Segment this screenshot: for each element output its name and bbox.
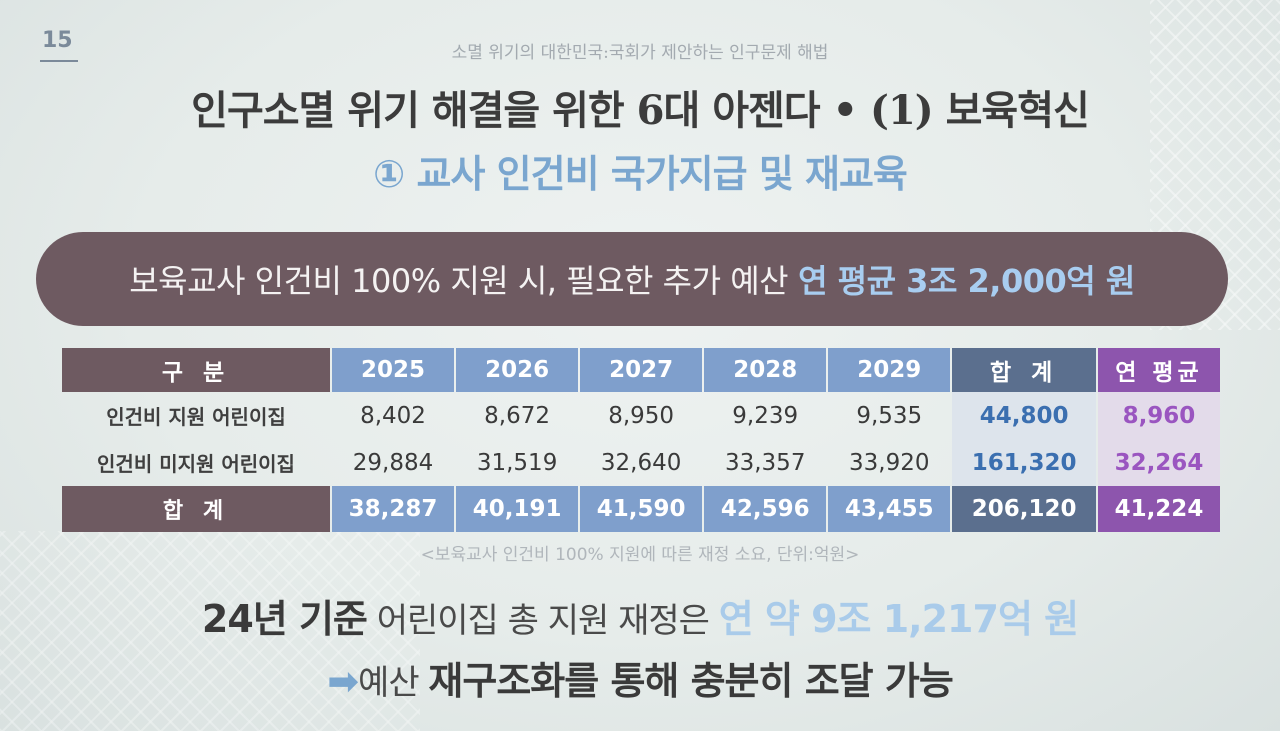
- header-year-2029: 2029: [828, 348, 951, 392]
- table-cell: 9,535: [856, 402, 923, 429]
- total-cell: 42,596: [704, 486, 827, 532]
- table-total-row: 합 계 38,287 40,191 41,590 42,596 43,455 2…: [62, 486, 1220, 532]
- page-number-underline: [40, 60, 78, 62]
- slide-series-subtitle: 소멸 위기의 대한민국:국회가 제안하는 인구문제 해법: [451, 43, 829, 63]
- row-label: 인건비 미지원 어린이집: [97, 452, 295, 476]
- header-year-2025: 2025: [332, 348, 455, 392]
- row-average-cell: 8,960: [1097, 392, 1220, 439]
- total-cell: 43,455: [828, 486, 951, 532]
- header-category: 구 분: [62, 348, 330, 392]
- arrow-right-icon: ➡: [327, 659, 359, 703]
- header-sum: 합 계: [952, 348, 1096, 392]
- banner-text: 보육교사 인건비 100% 지원 시, 필요한 추가 예산: [129, 262, 789, 300]
- conclusion-highlight: 연 약 9조 1,217억 원: [718, 597, 1079, 641]
- table-row: 인건비 미지원 어린이집 29,884 31,519 32,640 33,357…: [62, 439, 1220, 486]
- table-cell: 31,519: [476, 449, 558, 476]
- total-sum-cell: 206,120: [952, 486, 1096, 532]
- total-average-cell: 41,224: [1097, 486, 1220, 532]
- header-year-2027: 2027: [580, 348, 703, 392]
- table-cell: 29,884: [352, 449, 434, 476]
- table-cell: 9,239: [732, 402, 799, 429]
- total-cell: 41,590: [580, 486, 703, 532]
- total-cell: 40,191: [456, 486, 579, 532]
- budget-banner: 보육교사 인건비 100% 지원 시, 필요한 추가 예산 연 평균 3조 2,…: [36, 232, 1228, 326]
- table-cell: 8,402: [360, 402, 426, 429]
- header-year-2028: 2028: [704, 348, 827, 392]
- budget-table: 구 분 2025 2026 2027 2028 2029 합 계 연 평균 인건…: [60, 348, 1222, 532]
- header-average: 연 평균: [1097, 348, 1220, 392]
- total-cell: 38,287: [332, 486, 455, 532]
- banner-highlight: 연 평균 3조 2,000억 원: [798, 262, 1135, 300]
- table-cell: 8,672: [484, 402, 551, 429]
- table-cell: 33,920: [849, 449, 930, 476]
- row-sum-cell: 161,320: [952, 439, 1096, 486]
- page-number: 15: [42, 28, 73, 53]
- header-year-2026: 2026: [456, 348, 579, 392]
- row-sum-cell: 44,800: [952, 392, 1096, 439]
- decorative-pattern-bottom-left: [0, 531, 420, 731]
- slide-title: 인구소멸 위기 해결을 위한 6대 아젠다 • (1) 보육혁신: [191, 87, 1090, 134]
- row-label: 인건비 지원 어린이집: [106, 405, 286, 429]
- conclusion-line-2: ➡예산 재구조화를 통해 충분히 조달 가능: [0, 650, 1280, 705]
- table-cell: 33,357: [724, 449, 806, 476]
- table-caption: <보육교사 인건비 100% 지원에 따른 재정 소요, 단위:억원>: [420, 545, 860, 565]
- conclusion-text: 어린이집 총 지원 재정은: [366, 601, 719, 641]
- conclusion-line-1: 24년 기준 어린이집 총 지원 재정은 연 약 9조 1,217억 원: [0, 588, 1280, 643]
- table-cell: 32,640: [600, 449, 682, 476]
- table-header-row: 구 분 2025 2026 2027 2028 2029 합 계 연 평균: [62, 348, 1220, 392]
- conclusion-basis: 24년 기준: [201, 597, 368, 641]
- slide-subtitle: ① 교사 인건비 국가지급 및 재교육: [373, 152, 908, 196]
- total-label: 합 계: [62, 486, 330, 532]
- table-cell: 8,950: [608, 402, 675, 429]
- row-average-cell: 32,264: [1097, 439, 1220, 486]
- conclusion-budget-label: 예산: [358, 663, 429, 703]
- table-row: 인건비 지원 어린이집 8,402 8,672 8,950 9,239 9,53…: [62, 392, 1220, 439]
- conclusion-statement: 재구조화를 통해 충분히 조달 가능: [428, 659, 953, 703]
